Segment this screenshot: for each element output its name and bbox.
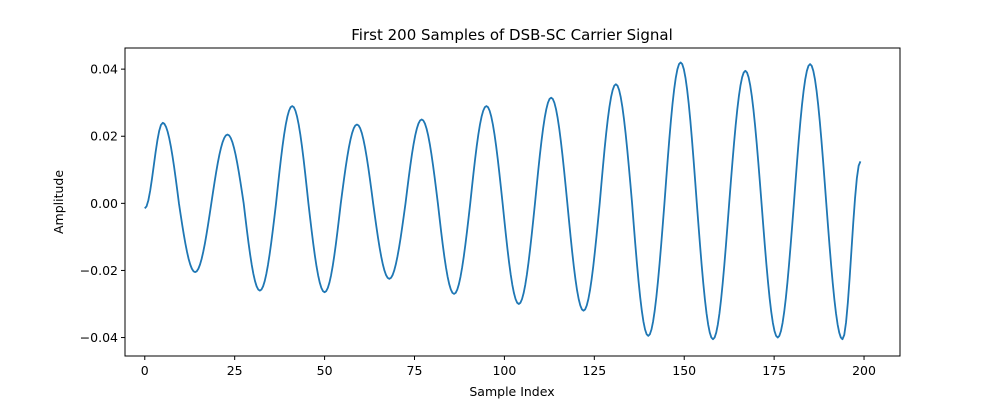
x-tick-label: 200 [852, 363, 876, 378]
x-tick-label: 100 [492, 363, 516, 378]
x-tick-label: 75 [407, 363, 423, 378]
chart-title: First 200 Samples of DSB-SC Carrier Sign… [351, 26, 672, 44]
x-tick-label: 25 [227, 363, 243, 378]
ticks-group: 0 25 50 75 100 125 150 175 200 0.04 0.02 0.00 −0.02 −… [80, 62, 876, 378]
x-tick-label: 175 [762, 363, 786, 378]
y-tick-label: 0.04 [90, 62, 118, 77]
y-tick-label: −0.02 [80, 263, 118, 278]
series-group [144, 61, 862, 341]
plot-frame [124, 47, 901, 357]
x-tick-label: 50 [317, 363, 333, 378]
y-tick-label: 0.00 [90, 196, 118, 211]
x-tick-label: 0 [141, 363, 149, 378]
x-axis-label: Sample Index [469, 384, 554, 399]
y-tick-label: −0.04 [80, 330, 118, 345]
series-line [144, 61, 862, 341]
y-axis-label: Amplitude [51, 170, 66, 234]
y-tick-label: 0.02 [90, 129, 118, 144]
x-tick-label: 125 [582, 363, 606, 378]
x-tick-label: 150 [672, 363, 696, 378]
